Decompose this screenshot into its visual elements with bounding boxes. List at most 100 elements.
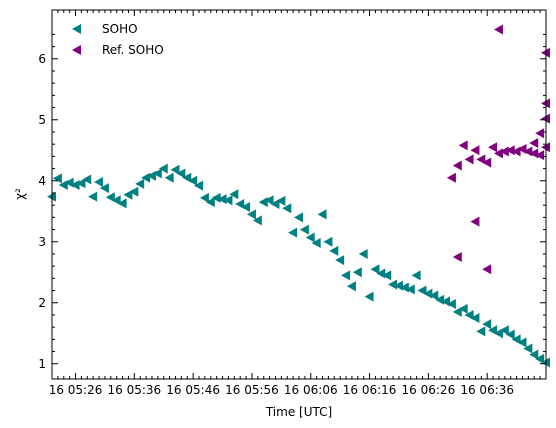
soho-point xyxy=(511,334,521,345)
soho-point xyxy=(88,191,98,202)
soho-point xyxy=(252,215,262,226)
soho-point xyxy=(346,281,356,292)
x-tick-label: 16 05:36 xyxy=(107,383,161,397)
soho-point xyxy=(523,343,533,354)
soho-point xyxy=(317,209,327,220)
soho-point xyxy=(435,294,445,305)
soho-point xyxy=(158,163,168,174)
soho-point xyxy=(258,197,268,208)
x-tick-label: 16 06:16 xyxy=(343,383,397,397)
x-axis-label: Time [UTC] xyxy=(265,405,332,419)
ref-soho-point xyxy=(493,24,503,35)
soho-point xyxy=(299,224,309,235)
soho-point xyxy=(270,198,280,209)
y-axis-ticks: 1 2 3 4 5 6 xyxy=(38,33,546,371)
soho-point xyxy=(205,197,215,208)
ref-soho-point xyxy=(482,264,492,275)
soho-point xyxy=(229,189,239,200)
soho-point xyxy=(264,195,274,206)
y-tick-label: 2 xyxy=(38,296,46,310)
soho-point xyxy=(382,270,392,281)
y-tick-label: 4 xyxy=(38,174,46,188)
soho-point xyxy=(182,172,192,183)
soho-point xyxy=(370,264,380,275)
soho-point xyxy=(535,353,545,364)
soho-point xyxy=(470,313,480,324)
soho-point xyxy=(188,175,198,186)
soho-point xyxy=(105,192,115,203)
x-tick-label: 16 05:56 xyxy=(225,383,279,397)
soho-point xyxy=(488,325,498,336)
soho-point xyxy=(199,192,209,203)
ref-soho-point xyxy=(499,146,509,157)
soho-point xyxy=(429,290,439,301)
soho-point xyxy=(194,180,204,191)
ref-soho-point xyxy=(470,216,480,227)
soho-point xyxy=(141,172,151,183)
soho-point xyxy=(52,173,62,184)
soho-point xyxy=(411,270,421,281)
soho-point xyxy=(211,192,221,203)
soho-point xyxy=(505,329,515,340)
ref-soho-point xyxy=(523,146,533,157)
soho-point xyxy=(123,189,133,200)
soho-legend-label: SOHO xyxy=(102,22,138,36)
soho-point xyxy=(217,194,227,205)
ref-soho-point xyxy=(529,148,539,159)
ref-soho-point xyxy=(446,172,456,183)
ref-soho-point xyxy=(493,148,503,159)
soho-point xyxy=(399,282,409,293)
x-tick-label: 16 05:26 xyxy=(49,383,103,397)
soho-point xyxy=(164,172,174,183)
soho-point xyxy=(82,174,92,185)
soho-point xyxy=(70,180,80,191)
soho-point xyxy=(311,237,321,248)
soho-point xyxy=(499,325,509,336)
soho-point xyxy=(235,198,245,209)
soho-legend-marker xyxy=(72,24,81,34)
soho-point xyxy=(152,168,162,179)
soho-point xyxy=(517,337,527,348)
soho-point xyxy=(335,255,345,266)
x-tick-label: 16 06:06 xyxy=(284,383,338,397)
y-axis-label: χ² xyxy=(13,188,27,200)
soho-point xyxy=(135,178,145,189)
soho-point xyxy=(223,195,233,206)
soho-point xyxy=(323,236,333,247)
y-tick-label: 6 xyxy=(38,52,46,66)
ref-soho-point xyxy=(482,157,492,168)
soho-point xyxy=(76,178,86,189)
soho-point xyxy=(452,306,462,317)
soho-point xyxy=(111,195,121,206)
soho-point xyxy=(405,284,415,295)
soho-point xyxy=(117,198,127,209)
soho-point xyxy=(376,268,386,279)
y-tick-label: 3 xyxy=(38,235,46,249)
soho-point xyxy=(482,319,492,330)
soho-point xyxy=(329,245,339,256)
x-tick-label: 16 06:36 xyxy=(460,383,514,397)
soho-point xyxy=(364,291,374,302)
soho-point xyxy=(305,232,315,243)
soho-point xyxy=(99,183,109,194)
soho-point xyxy=(341,270,351,281)
ref-soho-legend-marker xyxy=(72,45,81,55)
ref-soho-point xyxy=(535,128,545,139)
ref-soho-point xyxy=(470,145,480,156)
soho-point xyxy=(246,209,256,220)
soho-point xyxy=(476,326,486,337)
soho-point xyxy=(176,168,186,179)
x-tick-label: 16 06:26 xyxy=(402,383,456,397)
soho-point xyxy=(276,195,286,206)
ref-soho-point xyxy=(452,160,462,171)
x-tick-label: 16 05:46 xyxy=(166,383,220,397)
soho-point xyxy=(529,349,539,360)
soho-point xyxy=(417,285,427,296)
ref-soho-point xyxy=(476,154,486,165)
soho-point xyxy=(423,288,433,299)
y-tick-label: 5 xyxy=(38,113,46,127)
soho-point xyxy=(288,227,298,238)
soho-point xyxy=(352,267,362,278)
ref-soho-point xyxy=(464,154,474,165)
